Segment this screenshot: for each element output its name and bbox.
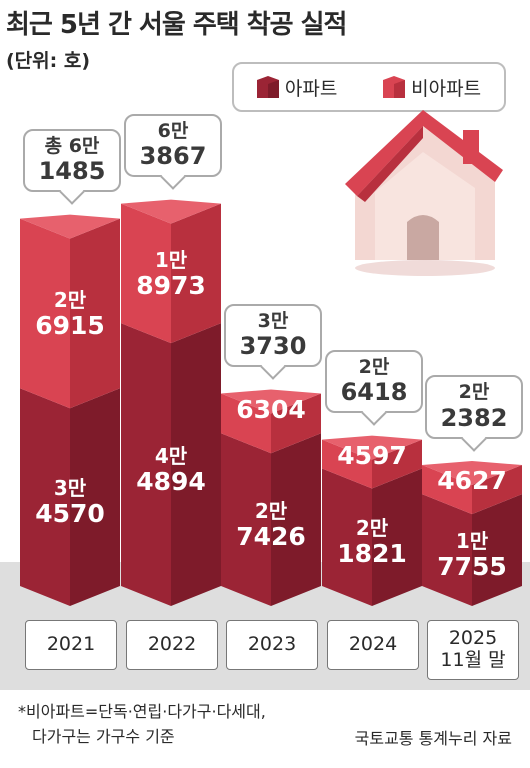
total-callout: 2만 2382 (425, 374, 523, 439)
year-label-year: 2021 (46, 633, 96, 656)
total-value-man: 2만 (358, 355, 390, 378)
apt-bar-left (221, 433, 271, 606)
year-label: 2021 (25, 620, 117, 670)
apt-bar-right (372, 468, 422, 606)
year-label-year: 2024 (348, 633, 398, 656)
nonapt-value-rest: 8973 (136, 271, 206, 301)
total-value-man: 총 6만 (44, 134, 100, 157)
chart-title: 최근 5년 간 서울 주택 착공 실적 (6, 10, 347, 40)
nonapt-value-rest: 6304 (236, 394, 306, 424)
apt-value-man: 2만 (254, 498, 288, 523)
nonapt-value-man: 2만 (53, 288, 87, 313)
unit-label: (단위: 호) (6, 50, 91, 72)
apt-bar-left (422, 494, 472, 606)
total-value-rest: 1485 (38, 157, 106, 186)
year-label: 2023 (226, 620, 318, 670)
bar-top-cap (221, 389, 321, 414)
bar-top-cap (322, 435, 422, 460)
nonapt-bar-right (472, 464, 522, 515)
nonapt-bar-left (20, 218, 70, 409)
footnote: *비아파트=단독·연립·다가구·다세대, 다가구는 가구수 기준 (18, 700, 266, 750)
nonapt-swatch-icon (383, 76, 406, 98)
legend-label-apt: 아파트 (284, 77, 338, 100)
apt-value-rest: 1821 (337, 539, 407, 569)
apt-value-label: 4만 4894 (121, 443, 221, 497)
nonapt-bar-right (70, 218, 120, 409)
nonapt-value-rest: 4597 (337, 440, 407, 470)
nonapt-value-label: 4627 (422, 465, 522, 496)
year-label: 2025 11월 말 (427, 620, 519, 680)
apt-bar-left (121, 323, 171, 606)
nonapt-bar-right (171, 203, 221, 344)
nonapt-value-label: 4597 (322, 440, 422, 471)
nonapt-value-label: 2만 6915 (20, 289, 120, 341)
total-callout: 2만 6418 (325, 349, 423, 414)
apt-value-rest: 4570 (35, 499, 105, 529)
year-label-year: 2023 (247, 633, 297, 656)
apt-bar-right (271, 433, 321, 606)
nonapt-bar-left (422, 464, 472, 515)
apt-value-man: 1만 (455, 529, 489, 554)
year-label: 2022 (126, 620, 218, 670)
nonapt-value-label: 1만 8973 (121, 249, 221, 301)
apt-bar-right (472, 494, 522, 606)
bar-top-cap (422, 460, 522, 485)
house-icon (345, 110, 503, 276)
nonapt-value-rest: 4627 (437, 465, 507, 495)
total-value-man: 6만 (157, 119, 189, 142)
apt-value-rest: 7426 (236, 521, 306, 551)
apt-value-label: 1만 7755 (422, 530, 522, 582)
apt-value-man: 3만 (53, 476, 87, 501)
nonapt-bar-right (271, 393, 321, 454)
total-callout: 3만 3730 (224, 303, 322, 368)
apt-bar-left (20, 388, 70, 606)
total-callout: 6만 3867 (124, 113, 222, 178)
total-value-rest: 3867 (139, 142, 207, 171)
total-value-rest: 2382 (440, 403, 508, 432)
year-label-sub: 11월 말 (440, 649, 506, 671)
apt-bar-right (171, 323, 221, 606)
total-value-rest: 3730 (239, 332, 307, 361)
nonapt-bar-right (372, 439, 422, 489)
nonapt-value-rest: 6915 (35, 311, 105, 341)
total-value-man: 2만 (458, 380, 490, 403)
nonapt-value-label: 6304 (221, 394, 321, 425)
apt-value-label: 2만 1821 (322, 517, 422, 569)
legend-item-apt: 아파트 (256, 74, 338, 101)
bar-top-cap (20, 214, 120, 239)
apt-value-rest: 7755 (437, 552, 507, 582)
nonapt-bar-left (221, 393, 271, 454)
total-value-rest: 6418 (340, 378, 408, 407)
source-label: 국토교통 통계누리 자료 (354, 729, 512, 748)
legend-label-nonapt: 비아파트 (411, 77, 482, 100)
apt-value-label: 3만 4570 (20, 477, 120, 529)
year-label: 2024 (327, 620, 419, 670)
nonapt-value-man: 1만 (154, 248, 188, 273)
footnote-line-1: *비아파트=단독·연립·다가구·다세대, (18, 702, 266, 721)
nonapt-bar-left (322, 439, 372, 489)
apt-swatch-icon (256, 76, 279, 98)
nonapt-bar-left (121, 203, 171, 344)
year-label-year: 2025 (448, 627, 498, 650)
legend-item-nonapt: 비아파트 (383, 74, 481, 101)
apt-bar-right (70, 388, 120, 606)
footnote-line-2: 다가구는 가구수 기준 (32, 726, 175, 746)
chart-plot (20, 199, 522, 606)
year-label-year: 2022 (147, 633, 197, 656)
apt-value-man: 4만 (154, 443, 188, 468)
total-value-man: 3만 (257, 309, 289, 332)
apt-value-label: 2만 7426 (221, 498, 321, 552)
bar-top-cap (121, 199, 221, 224)
legend: 아파트 비아파트 (232, 62, 506, 112)
total-callout: 총 6만 1485 (23, 128, 121, 193)
apt-value-rest: 4894 (136, 466, 206, 496)
apt-bar-left (322, 468, 372, 606)
apt-value-man: 2만 (355, 516, 389, 541)
